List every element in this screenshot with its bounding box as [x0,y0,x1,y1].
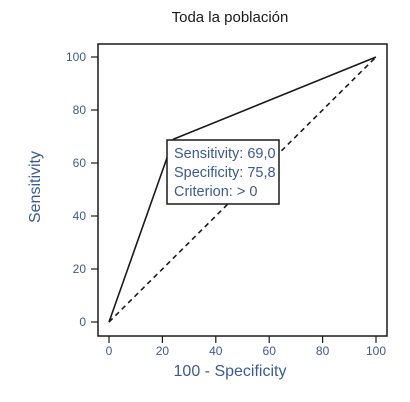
annotation-box [166,139,280,205]
annotation-sensitivity: Sensitivity: 69,0 [174,146,276,162]
x-tick-label: 80 [316,344,330,358]
annotation-specificity: Specificity: 75,8 [174,165,276,181]
y-tick-label: 20 [73,262,87,276]
chart-title: Toda la población [172,9,289,26]
x-tick-label: 0 [106,344,113,358]
y-tick-label: 60 [73,156,87,170]
criterion-annotation: Sensitivity: 69,0 Specificity: 75,8 Crit… [166,139,280,205]
y-tick-label: 100 [66,50,86,64]
series-layer [108,56,377,323]
x-tick-label: 60 [263,344,277,358]
y-tick-label: 80 [73,103,87,117]
x-tick-label: 20 [156,344,170,358]
y-axis-label: Sensitivity [27,151,44,223]
x-axis-label: 100 - Specificity [174,363,287,380]
annotation-criterion: Criterion: > 0 [174,184,257,200]
x-tick-label: 100 [366,344,386,358]
roc-curve-line [108,56,377,323]
x-tick-label: 40 [209,344,223,358]
x-axis: 0 20 40 60 80 100 [106,336,386,358]
y-tick-label: 40 [73,209,87,223]
y-axis: 0 20 40 60 80 100 [66,50,98,329]
y-tick-label: 0 [79,315,86,329]
plot-frame [97,43,388,337]
